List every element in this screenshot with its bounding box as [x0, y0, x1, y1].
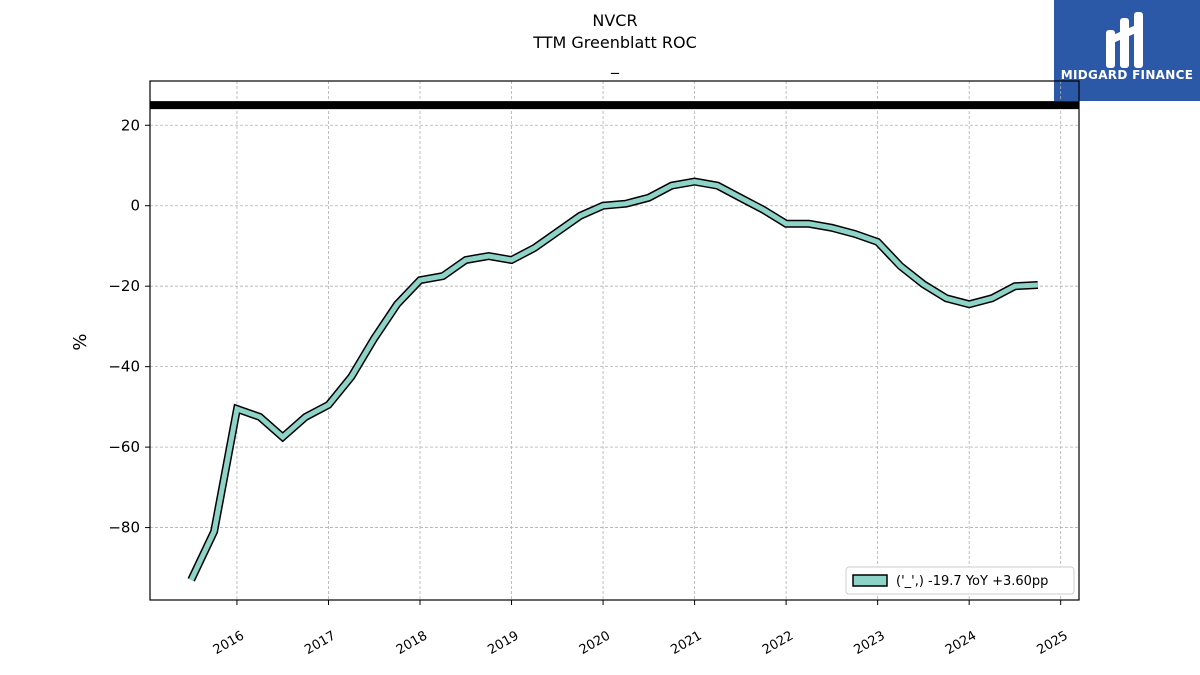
series-line	[188, 179, 1038, 581]
y-tick-label: −80	[108, 519, 140, 537]
x-tick-label: 2020	[577, 628, 613, 658]
y-tick-label: 0	[130, 197, 140, 215]
chart-subtitle-2: _	[611, 55, 619, 74]
y-axis-label: %	[70, 333, 91, 350]
y-tick-label: −60	[108, 438, 140, 456]
midgard-finance-logo: MIDGARD FINANCE	[1054, 0, 1200, 101]
legend-box	[845, 566, 1075, 595]
legend-swatch	[852, 574, 888, 587]
y-tick-label: −40	[108, 358, 140, 376]
y-tick-label: 20	[121, 116, 140, 134]
x-tick-label: 2016	[211, 628, 247, 658]
y-tick-label: −20	[108, 277, 140, 295]
chart-title: NVCR	[592, 11, 638, 30]
x-tick-label: 2024	[943, 628, 979, 658]
grid-lines	[150, 81, 1079, 600]
x-tick-label: 2025	[1035, 628, 1071, 658]
x-axis: 2016 2017 2018 2019 2020 2021 2022 2023 2024 2025	[211, 600, 1071, 658]
logo-mark-icon	[1106, 12, 1143, 68]
logo-text: MIDGARD FINANCE	[1060, 68, 1194, 82]
x-tick-label: 2022	[760, 628, 796, 658]
y-axis: 20 0 −20 −40 −60 −80	[108, 116, 150, 537]
series-line-outline	[187, 177, 1039, 582]
plot-frame	[149, 80, 1080, 601]
legend-label: ('_',) -19.7 YoY +3.60pp	[896, 574, 1048, 589]
chart-title-block: NVCR TTM Greenblatt ROC _	[415, 10, 815, 76]
series-layer	[187, 177, 1039, 582]
x-tick-label: 2019	[485, 628, 521, 658]
x-tick-label: 2018	[394, 628, 430, 658]
x-tick-label: 2021	[668, 628, 704, 658]
chart-subtitle: TTM Greenblatt ROC	[533, 33, 697, 52]
legend: ('_',) -19.7 YoY +3.60pp	[845, 566, 1075, 595]
x-tick-label: 2023	[851, 628, 887, 658]
x-tick-label: 2017	[302, 628, 338, 658]
